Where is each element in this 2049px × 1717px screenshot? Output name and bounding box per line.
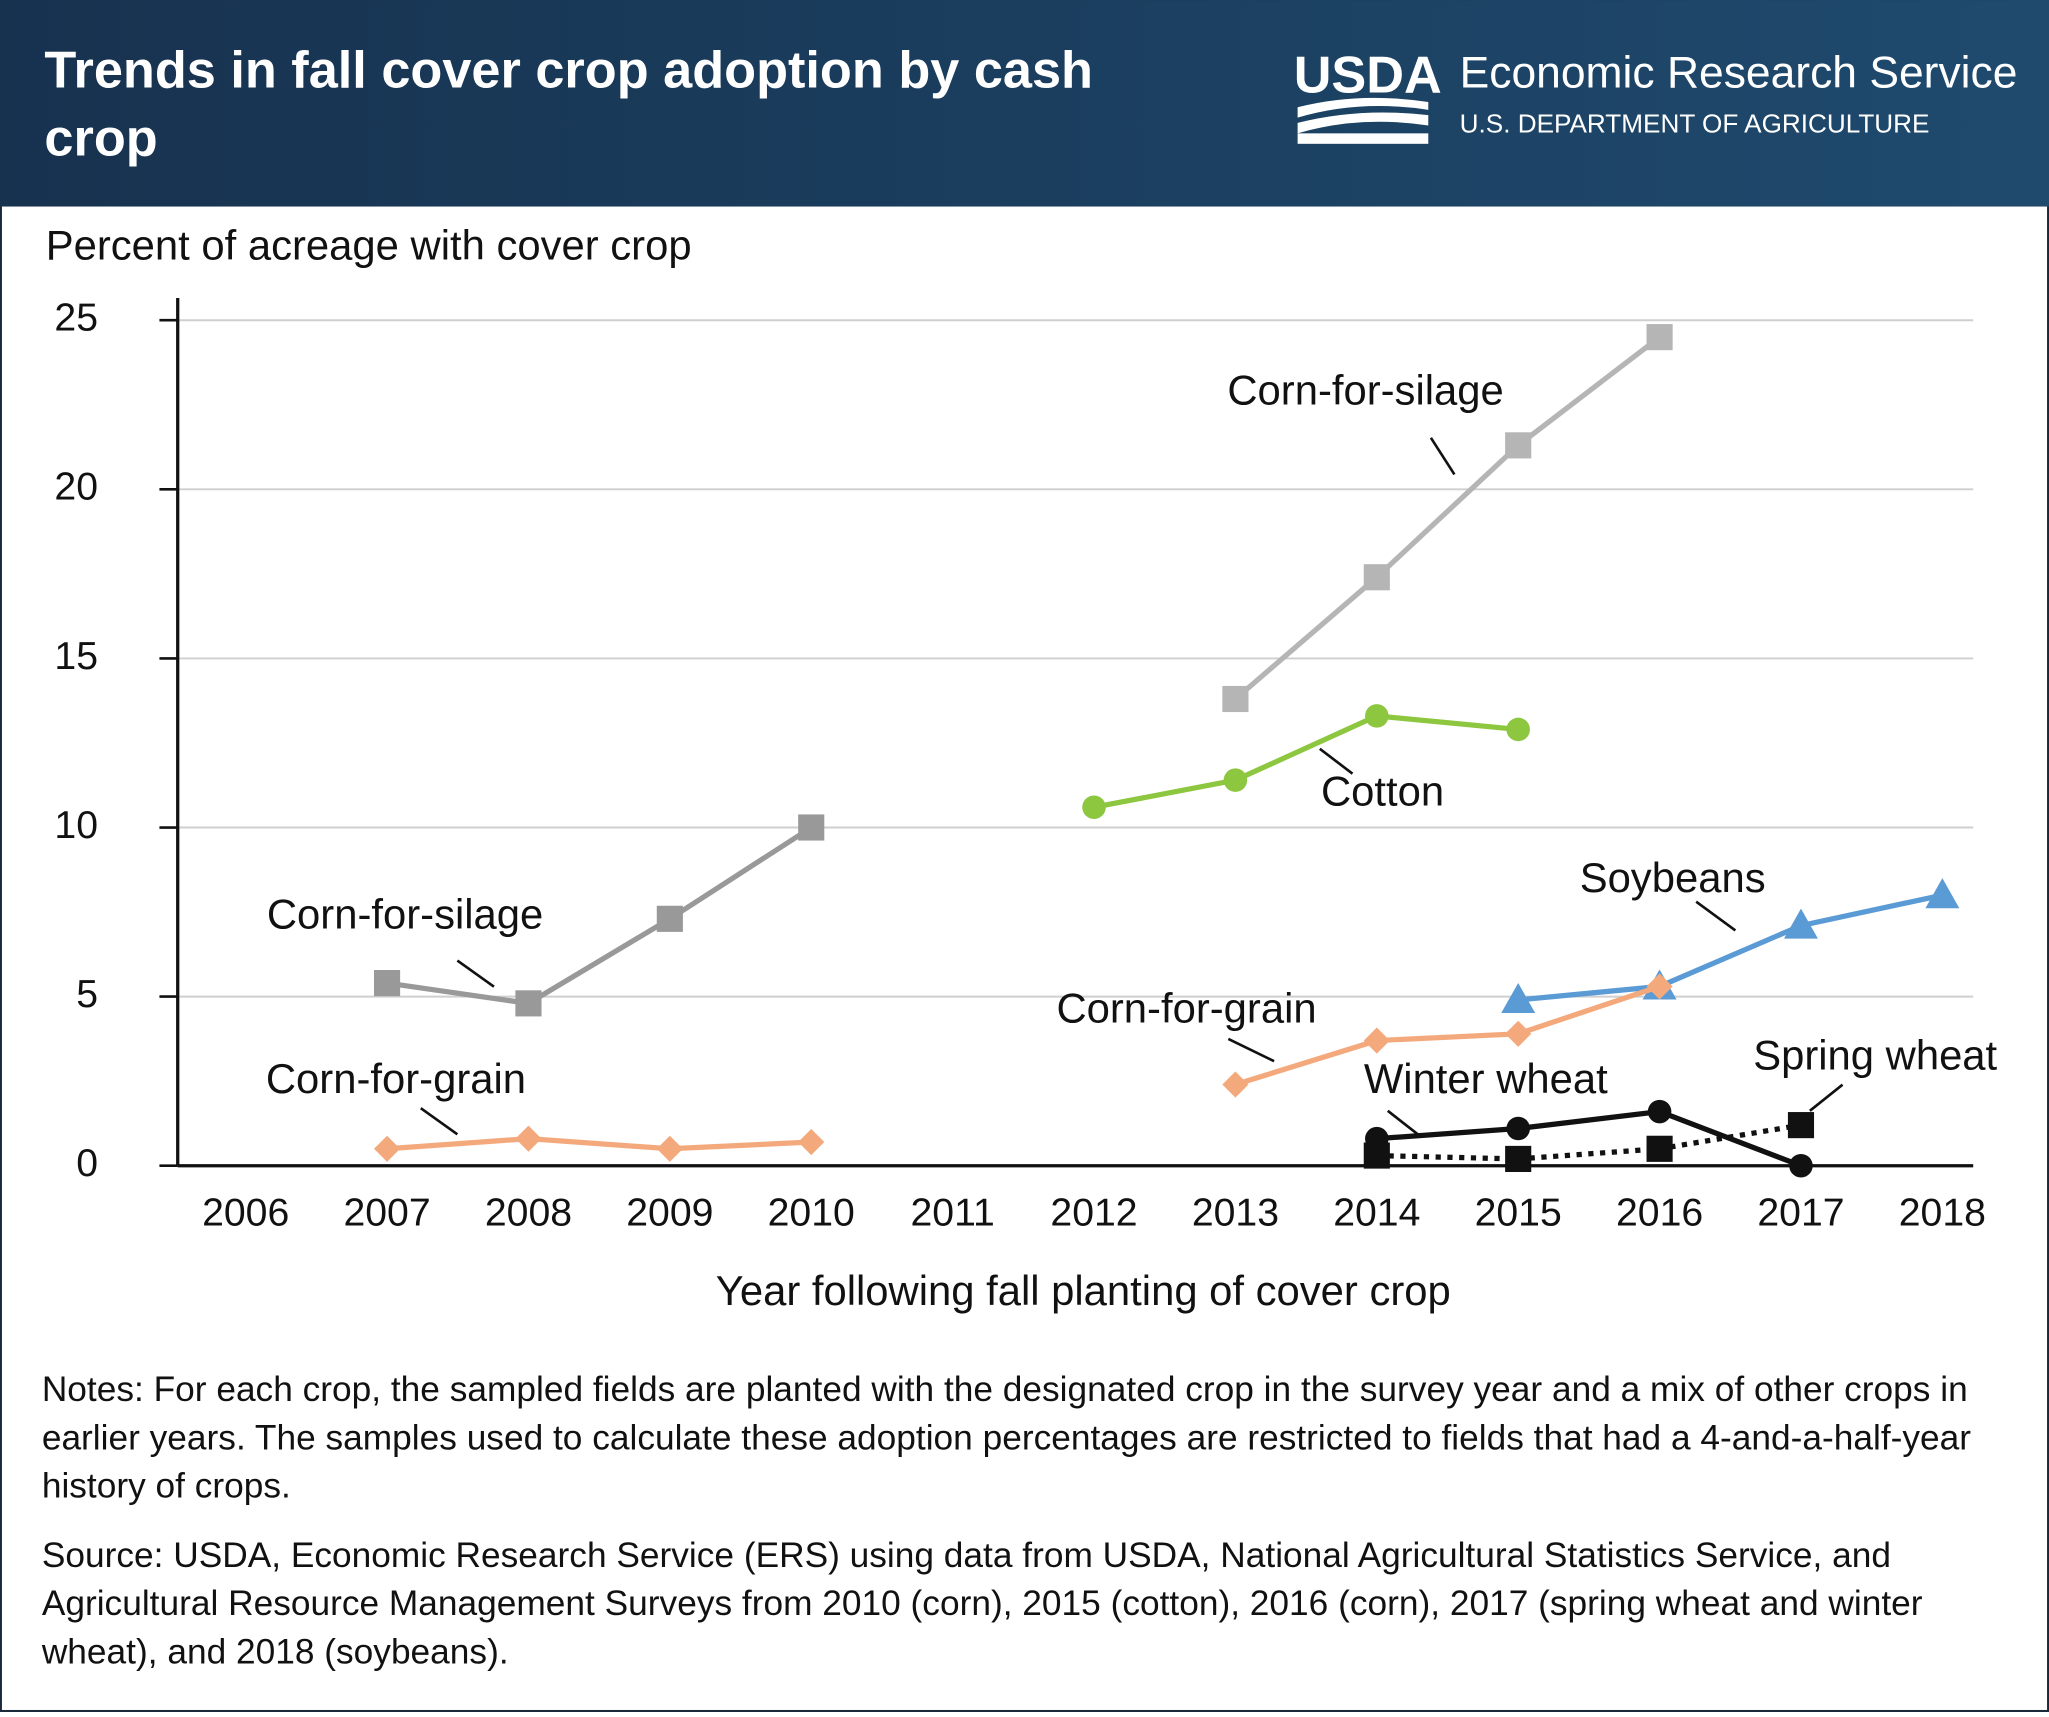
marker — [798, 1128, 825, 1156]
x-tick-label: 2008 — [485, 1192, 572, 1235]
marker — [1365, 704, 1389, 728]
y-tick-label: 0 — [76, 1142, 98, 1185]
marker — [1505, 432, 1532, 459]
marker — [1505, 1145, 1532, 1173]
series-line — [386, 825, 813, 1007]
x-axis-title: Year following fall planting of cover cr… — [716, 1267, 1451, 1314]
series-label: Corn-for-grain — [1056, 985, 1316, 1032]
x-tick-label: 2016 — [1616, 1192, 1703, 1235]
marker — [1222, 1071, 1249, 1098]
marker — [656, 905, 683, 932]
marker — [798, 814, 825, 841]
marker — [656, 1135, 683, 1162]
y-tick-label: 15 — [54, 635, 98, 678]
y-tick-label: 20 — [54, 466, 98, 509]
y-axis-title: Percent of acreage with cover crop — [46, 221, 692, 268]
agency: Economic Research Service — [1460, 49, 2018, 98]
series-label: Corn-for-grain — [266, 1055, 526, 1102]
header-band — [0, 0, 2049, 207]
leader-line — [1227, 1037, 1275, 1063]
x-tick-label: 2011 — [910, 1192, 994, 1235]
leader-line — [1386, 1109, 1419, 1136]
marker — [373, 1135, 401, 1162]
logo: USDA — [1294, 46, 1442, 104]
y-tick-label: 5 — [76, 973, 98, 1016]
leader-line — [420, 1107, 459, 1136]
marker — [1506, 1116, 1530, 1141]
marker — [1363, 564, 1390, 591]
logo-stripes — [1297, 97, 1429, 144]
marker — [1082, 795, 1106, 819]
x-tick-label: 2018 — [1899, 1192, 1986, 1235]
x-tick-label: 2012 — [1050, 1192, 1137, 1235]
leader-line — [1695, 900, 1737, 932]
leader-line — [456, 959, 495, 988]
x-tick-label: 2015 — [1475, 1192, 1562, 1235]
marker — [1789, 1153, 1813, 1178]
marker — [1363, 1142, 1390, 1169]
series-line — [1234, 983, 1661, 1088]
marker — [515, 1125, 542, 1152]
y-tick-label: 25 — [54, 297, 98, 340]
marker — [1646, 324, 1673, 351]
series-label: Winter wheat — [1364, 1055, 1608, 1102]
marker — [1646, 1135, 1673, 1162]
series-line — [1233, 335, 1662, 701]
marker — [1363, 1027, 1390, 1054]
notes-box: Notes: For each crop, the sampled fields… — [41, 1369, 1972, 1506]
series-line — [1376, 1122, 1802, 1162]
marker — [1925, 878, 1960, 909]
x-tick-label: 2006 — [202, 1192, 289, 1235]
marker — [1505, 1020, 1532, 1047]
series-label: Corn-for-silage — [267, 890, 543, 937]
x-tick-label: 2010 — [768, 1192, 855, 1235]
leader-line — [1319, 747, 1354, 775]
marker — [515, 990, 542, 1017]
x-tick-label: 2017 — [1757, 1192, 1844, 1235]
marker — [1501, 983, 1536, 1014]
marker — [1646, 973, 1673, 1000]
series-line — [386, 1136, 812, 1152]
series-line — [1517, 892, 1943, 1003]
marker — [1647, 1099, 1672, 1124]
marker — [1787, 1112, 1815, 1139]
x-tick-label: 2007 — [343, 1192, 430, 1235]
title-box: Trends in fall cover crop adoption by ca… — [44, 41, 1093, 168]
y-tick-label: 10 — [54, 804, 98, 847]
series-label: Corn-for-silage — [1227, 366, 1503, 413]
x-tick-label: 2013 — [1192, 1192, 1279, 1235]
series-label: Cotton — [1321, 768, 1444, 815]
marker — [1506, 717, 1530, 742]
department: U.S. DEPARTMENT OF AGRICULTURE — [1460, 108, 1930, 138]
marker — [1783, 908, 1818, 939]
leader-line — [1429, 437, 1456, 476]
chart-title: Trends in fall cover crop adoption by ca… — [44, 41, 1093, 168]
source: Source: USDA, Economic Research Service … — [41, 1535, 1923, 1672]
series-line — [1093, 713, 1519, 810]
leader-line — [1809, 1083, 1844, 1112]
notes: Notes: For each crop, the sampled fields… — [41, 1369, 1972, 1506]
x-tick-label: 2014 — [1333, 1192, 1420, 1235]
x-tick-label: 2009 — [626, 1192, 713, 1235]
series-label: Spring wheat — [1753, 1032, 1997, 1079]
marker — [373, 970, 401, 997]
marker — [1223, 768, 1248, 792]
source-box: Source: USDA, Economic Research Service … — [41, 1535, 1923, 1672]
marker — [1222, 685, 1249, 713]
series-label: Soybeans — [1580, 854, 1766, 901]
